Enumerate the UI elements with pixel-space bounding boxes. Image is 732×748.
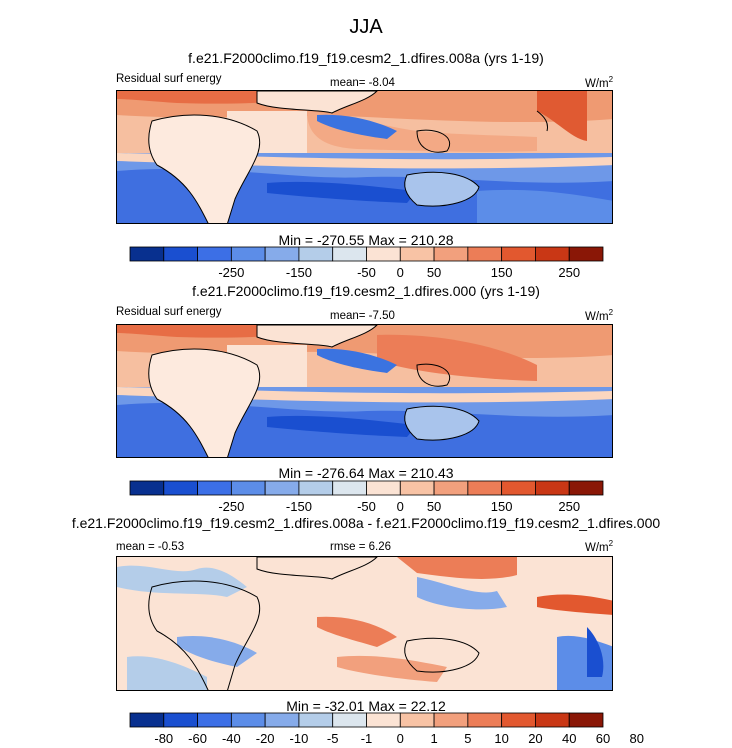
panel2-title: f.e21.F2000climo.f19_f19.cesm2_1.dfires.… bbox=[192, 283, 540, 299]
colorbar-tick-label: 50 bbox=[427, 499, 441, 514]
colorbar-swatch bbox=[163, 246, 198, 262]
colorbar-tick-label: -1 bbox=[361, 731, 373, 746]
colorbar-swatch bbox=[366, 480, 401, 496]
colorbar-tick-label: -5 bbox=[327, 731, 339, 746]
panel3-colorbar: -80 -60 -40 -20 -10 -5 -1 0 1 5 10 20 40 60 80 bbox=[129, 712, 644, 746]
colorbar-tick-label: -50 bbox=[357, 265, 376, 280]
panel1-colorbar: -250 -150 -50 0 50 150 250 bbox=[129, 246, 604, 280]
panel2-min-max: Min = -276.64 Max = 210.43 bbox=[278, 465, 454, 481]
colorbar-tick-label: 150 bbox=[491, 499, 513, 514]
colorbar-swatch bbox=[264, 712, 300, 728]
colorbar-swatch bbox=[264, 480, 300, 496]
colorbar-tick-label: 10 bbox=[494, 731, 508, 746]
colorbar-swatch bbox=[568, 712, 604, 728]
colorbar-tick-label: -250 bbox=[218, 499, 244, 514]
panel2-colorbar: -250 -150 -50 0 50 150 250 bbox=[129, 480, 604, 514]
panel1-units: W/m2 bbox=[585, 75, 614, 90]
colorbar-swatch bbox=[501, 712, 536, 728]
colorbar-swatch bbox=[129, 246, 165, 262]
colorbar-swatch bbox=[433, 480, 469, 496]
colorbar-swatch bbox=[467, 246, 503, 262]
colorbar-swatch bbox=[332, 712, 367, 728]
colorbar-tick-label: -50 bbox=[357, 499, 376, 514]
panel2-map bbox=[116, 324, 613, 458]
colorbar-tick-label: -40 bbox=[222, 731, 241, 746]
colorbar-swatch bbox=[298, 712, 334, 728]
colorbar-swatch bbox=[298, 480, 334, 496]
colorbar-swatch bbox=[129, 480, 165, 496]
panel3-min-max: Min = -32.01 Max = 22.12 bbox=[286, 698, 446, 714]
panel1-map bbox=[116, 90, 613, 224]
colorbar-tick-label: -250 bbox=[218, 265, 244, 280]
colorbar-swatch bbox=[399, 480, 435, 496]
panel3-units: W/m2 bbox=[585, 539, 614, 554]
colorbar-tick-label: -80 bbox=[154, 731, 173, 746]
colorbar-tick-label: 50 bbox=[427, 265, 441, 280]
figure-title: JJA bbox=[349, 16, 383, 38]
colorbar-tick-label: -150 bbox=[286, 499, 312, 514]
colorbar-tick-label: 60 bbox=[596, 731, 610, 746]
colorbar-tick-label: -60 bbox=[188, 731, 207, 746]
colorbar-tick-label: 0 bbox=[397, 731, 404, 746]
colorbar-swatch bbox=[197, 712, 232, 728]
colorbar-tick-label: 20 bbox=[528, 731, 542, 746]
panel3-rmse-label: rmse = 6.26 bbox=[330, 541, 392, 553]
colorbar-swatch bbox=[230, 246, 266, 262]
colorbar-swatch bbox=[568, 246, 604, 262]
panel1-variable-label: Residual surf energy bbox=[116, 73, 222, 85]
colorbar-swatch bbox=[332, 246, 367, 262]
panel3-map bbox=[116, 556, 613, 691]
colorbar-swatch bbox=[433, 712, 469, 728]
colorbar-swatch bbox=[399, 712, 435, 728]
colorbar-swatch bbox=[366, 246, 401, 262]
colorbar-tick-label: 1 bbox=[430, 731, 437, 746]
colorbar-swatch bbox=[467, 712, 503, 728]
colorbar-tick-label: 5 bbox=[464, 731, 471, 746]
colorbar-swatch bbox=[433, 246, 469, 262]
colorbar-tick-label: 80 bbox=[630, 731, 644, 746]
colorbar-tick-label: -10 bbox=[290, 731, 309, 746]
colorbar-tick-label: 250 bbox=[558, 265, 580, 280]
colorbar-swatch bbox=[467, 480, 503, 496]
colorbar-swatch bbox=[535, 246, 570, 262]
colorbar-swatch bbox=[366, 712, 401, 728]
colorbar-swatch bbox=[129, 712, 165, 728]
colorbar-swatch bbox=[163, 480, 198, 496]
panel3-title: f.e21.F2000climo.f19_f19.cesm2_1.dfires.… bbox=[71, 515, 661, 531]
colorbar-swatch bbox=[298, 246, 334, 262]
panel3-mean-label: mean = -0.53 bbox=[116, 541, 185, 553]
colorbar-swatch bbox=[535, 712, 570, 728]
colorbar-tick-label: 40 bbox=[562, 731, 576, 746]
panel1-mean-label: mean= -8.04 bbox=[330, 77, 395, 89]
colorbar-swatch bbox=[230, 480, 266, 496]
colorbar-tick-label: -20 bbox=[256, 731, 275, 746]
colorbar-swatch bbox=[535, 480, 570, 496]
colorbar-tick-label: 0 bbox=[397, 265, 404, 280]
colorbar-swatch bbox=[501, 480, 536, 496]
colorbar-tick-label: 0 bbox=[397, 499, 404, 514]
colorbar-swatch bbox=[230, 712, 266, 728]
colorbar-swatch bbox=[264, 246, 300, 262]
colorbar-swatch bbox=[332, 480, 367, 496]
panel2-variable-label: Residual surf energy bbox=[116, 306, 222, 318]
panel2-units: W/m2 bbox=[585, 308, 614, 323]
colorbar-swatch bbox=[399, 246, 435, 262]
panel1-min-max: Min = -270.55 Max = 210.28 bbox=[278, 232, 454, 248]
colorbar-swatch bbox=[197, 246, 232, 262]
colorbar-swatch bbox=[501, 246, 536, 262]
colorbar-swatch bbox=[163, 712, 198, 728]
panel1-title: f.e21.F2000climo.f19_f19.cesm2_1.dfires.… bbox=[188, 50, 544, 66]
panel2-mean-label: mean= -7.50 bbox=[330, 310, 395, 322]
colorbar-swatch bbox=[197, 480, 232, 496]
colorbar-tick-label: 250 bbox=[558, 499, 580, 514]
colorbar-tick-label: -150 bbox=[286, 265, 312, 280]
colorbar-swatch bbox=[568, 480, 604, 496]
colorbar-tick-label: 150 bbox=[491, 265, 513, 280]
